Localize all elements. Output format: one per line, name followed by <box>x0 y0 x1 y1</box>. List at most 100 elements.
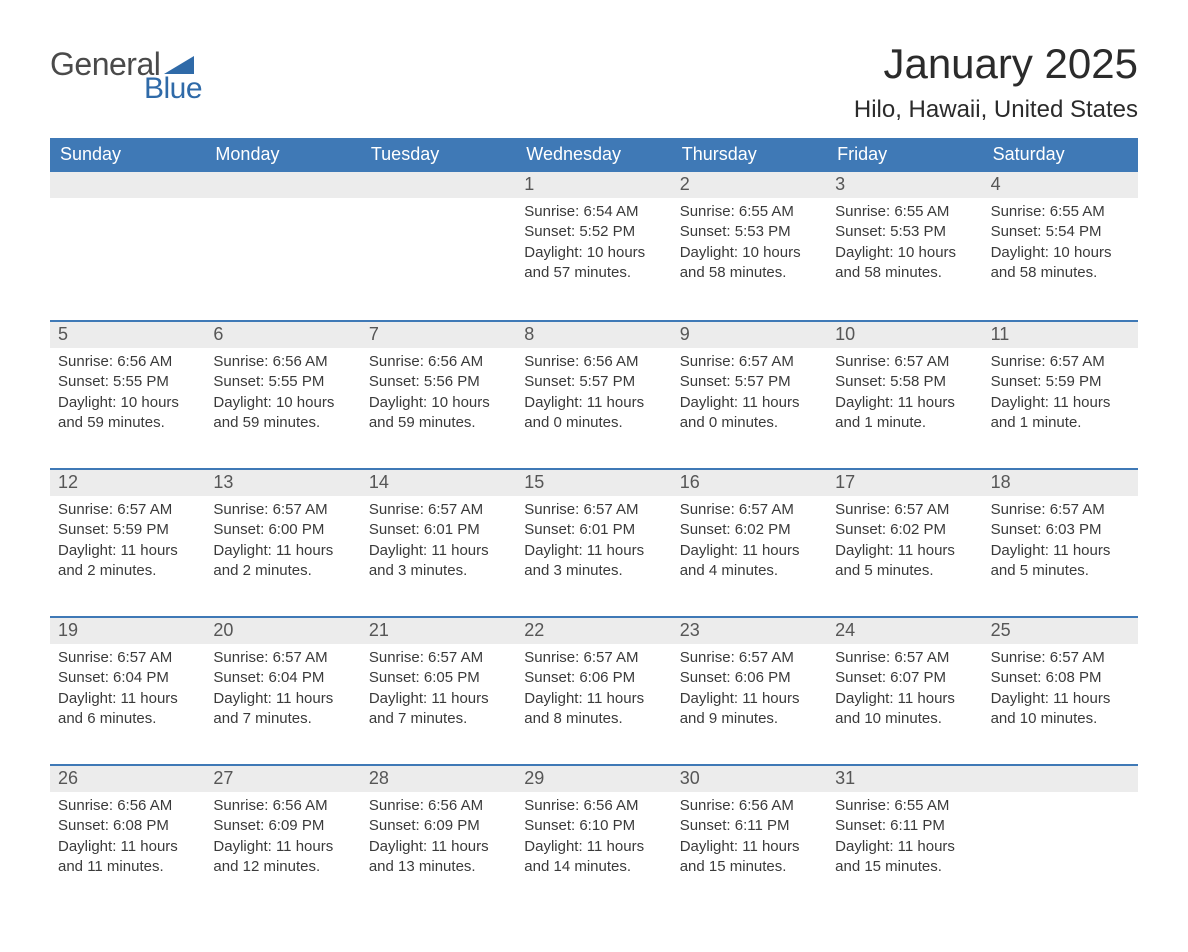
day-cell: 22Sunrise: 6:57 AMSunset: 6:06 PMDayligh… <box>516 618 671 764</box>
day-number: 28 <box>361 766 516 792</box>
sunset-line: Sunset: 6:08 PM <box>991 668 1130 688</box>
day-number: 15 <box>516 470 671 496</box>
daylight-line: Daylight: 11 hours and 4 minutes. <box>680 541 819 582</box>
daylight-line: Daylight: 11 hours and 5 minutes. <box>835 541 974 582</box>
sunset-line: Sunset: 6:08 PM <box>58 816 197 836</box>
flag-icon <box>164 52 194 74</box>
day-body: Sunrise: 6:56 AMSunset: 5:55 PMDaylight:… <box>205 348 360 449</box>
daylight-line: Daylight: 10 hours and 57 minutes. <box>524 243 663 284</box>
day-number: 14 <box>361 470 516 496</box>
daylight-line: Daylight: 11 hours and 10 minutes. <box>835 689 974 730</box>
sunrise-line: Sunrise: 6:55 AM <box>991 202 1130 222</box>
sunrise-line: Sunrise: 6:57 AM <box>369 500 508 520</box>
day-number <box>983 766 1138 792</box>
dow-row: SundayMondayTuesdayWednesdayThursdayFrid… <box>50 138 1138 172</box>
day-body: Sunrise: 6:57 AMSunset: 6:06 PMDaylight:… <box>672 644 827 745</box>
day-body: Sunrise: 6:57 AMSunset: 6:04 PMDaylight:… <box>205 644 360 745</box>
day-number: 3 <box>827 172 982 198</box>
day-cell <box>361 172 516 320</box>
day-body: Sunrise: 6:57 AMSunset: 6:04 PMDaylight:… <box>50 644 205 745</box>
day-body: Sunrise: 6:56 AMSunset: 5:56 PMDaylight:… <box>361 348 516 449</box>
day-cell: 23Sunrise: 6:57 AMSunset: 6:06 PMDayligh… <box>672 618 827 764</box>
daylight-line: Daylight: 11 hours and 14 minutes. <box>524 837 663 878</box>
sunset-line: Sunset: 5:58 PM <box>835 372 974 392</box>
daylight-line: Daylight: 11 hours and 3 minutes. <box>524 541 663 582</box>
daylight-line: Daylight: 10 hours and 58 minutes. <box>991 243 1130 284</box>
day-number: 23 <box>672 618 827 644</box>
day-cell <box>983 766 1138 912</box>
daylight-line: Daylight: 11 hours and 10 minutes. <box>991 689 1130 730</box>
day-number: 19 <box>50 618 205 644</box>
day-number: 1 <box>516 172 671 198</box>
sunrise-line: Sunrise: 6:56 AM <box>524 352 663 372</box>
logo-text-blue: Blue <box>144 72 202 106</box>
daylight-line: Daylight: 11 hours and 2 minutes. <box>58 541 197 582</box>
day-body: Sunrise: 6:57 AMSunset: 5:59 PMDaylight:… <box>50 496 205 597</box>
sunset-line: Sunset: 5:53 PM <box>680 222 819 242</box>
day-number: 11 <box>983 322 1138 348</box>
day-number: 8 <box>516 322 671 348</box>
daylight-line: Daylight: 10 hours and 59 minutes. <box>369 393 508 434</box>
sunrise-line: Sunrise: 6:56 AM <box>213 796 352 816</box>
day-body: Sunrise: 6:57 AMSunset: 6:01 PMDaylight:… <box>361 496 516 597</box>
sunrise-line: Sunrise: 6:56 AM <box>213 352 352 372</box>
day-body: Sunrise: 6:57 AMSunset: 6:03 PMDaylight:… <box>983 496 1138 597</box>
day-body: Sunrise: 6:57 AMSunset: 5:59 PMDaylight:… <box>983 348 1138 449</box>
day-body: Sunrise: 6:56 AMSunset: 6:09 PMDaylight:… <box>361 792 516 893</box>
dow-cell: Tuesday <box>361 138 516 172</box>
sunrise-line: Sunrise: 6:56 AM <box>524 796 663 816</box>
daylight-line: Daylight: 11 hours and 8 minutes. <box>524 689 663 730</box>
sunset-line: Sunset: 6:00 PM <box>213 520 352 540</box>
day-body: Sunrise: 6:57 AMSunset: 6:06 PMDaylight:… <box>516 644 671 745</box>
day-body: Sunrise: 6:55 AMSunset: 5:54 PMDaylight:… <box>983 198 1138 299</box>
sunset-line: Sunset: 6:11 PM <box>680 816 819 836</box>
sunrise-line: Sunrise: 6:54 AM <box>524 202 663 222</box>
day-cell: 14Sunrise: 6:57 AMSunset: 6:01 PMDayligh… <box>361 470 516 616</box>
day-body: Sunrise: 6:57 AMSunset: 5:57 PMDaylight:… <box>672 348 827 449</box>
day-cell: 21Sunrise: 6:57 AMSunset: 6:05 PMDayligh… <box>361 618 516 764</box>
week-row: 12Sunrise: 6:57 AMSunset: 5:59 PMDayligh… <box>50 468 1138 616</box>
day-number: 5 <box>50 322 205 348</box>
sunrise-line: Sunrise: 6:57 AM <box>213 648 352 668</box>
sunrise-line: Sunrise: 6:57 AM <box>991 352 1130 372</box>
sunrise-line: Sunrise: 6:57 AM <box>524 648 663 668</box>
day-cell: 4Sunrise: 6:55 AMSunset: 5:54 PMDaylight… <box>983 172 1138 320</box>
day-number: 22 <box>516 618 671 644</box>
month-title: January 2025 <box>854 40 1138 88</box>
sunset-line: Sunset: 6:06 PM <box>524 668 663 688</box>
day-cell: 25Sunrise: 6:57 AMSunset: 6:08 PMDayligh… <box>983 618 1138 764</box>
day-body: Sunrise: 6:55 AMSunset: 5:53 PMDaylight:… <box>672 198 827 299</box>
day-number: 16 <box>672 470 827 496</box>
sunrise-line: Sunrise: 6:55 AM <box>835 202 974 222</box>
sunrise-line: Sunrise: 6:57 AM <box>680 500 819 520</box>
daylight-line: Daylight: 11 hours and 7 minutes. <box>369 689 508 730</box>
sunrise-line: Sunrise: 6:56 AM <box>369 352 508 372</box>
sunset-line: Sunset: 6:04 PM <box>213 668 352 688</box>
day-cell: 15Sunrise: 6:57 AMSunset: 6:01 PMDayligh… <box>516 470 671 616</box>
day-body: Sunrise: 6:56 AMSunset: 6:10 PMDaylight:… <box>516 792 671 893</box>
sunrise-line: Sunrise: 6:55 AM <box>680 202 819 222</box>
sunset-line: Sunset: 5:57 PM <box>524 372 663 392</box>
sunrise-line: Sunrise: 6:57 AM <box>680 648 819 668</box>
day-cell: 6Sunrise: 6:56 AMSunset: 5:55 PMDaylight… <box>205 322 360 468</box>
day-number: 6 <box>205 322 360 348</box>
sunrise-line: Sunrise: 6:57 AM <box>58 500 197 520</box>
day-body: Sunrise: 6:55 AMSunset: 5:53 PMDaylight:… <box>827 198 982 299</box>
daylight-line: Daylight: 10 hours and 58 minutes. <box>680 243 819 284</box>
sunrise-line: Sunrise: 6:57 AM <box>213 500 352 520</box>
day-number <box>205 172 360 198</box>
day-cell: 2Sunrise: 6:55 AMSunset: 5:53 PMDaylight… <box>672 172 827 320</box>
day-number: 20 <box>205 618 360 644</box>
day-number: 13 <box>205 470 360 496</box>
sunset-line: Sunset: 6:04 PM <box>58 668 197 688</box>
dow-cell: Wednesday <box>516 138 671 172</box>
daylight-line: Daylight: 11 hours and 15 minutes. <box>680 837 819 878</box>
sunrise-line: Sunrise: 6:57 AM <box>680 352 819 372</box>
day-cell: 29Sunrise: 6:56 AMSunset: 6:10 PMDayligh… <box>516 766 671 912</box>
daylight-line: Daylight: 11 hours and 0 minutes. <box>680 393 819 434</box>
day-cell: 9Sunrise: 6:57 AMSunset: 5:57 PMDaylight… <box>672 322 827 468</box>
sunset-line: Sunset: 5:55 PM <box>213 372 352 392</box>
dow-cell: Saturday <box>983 138 1138 172</box>
day-number: 2 <box>672 172 827 198</box>
dow-cell: Sunday <box>50 138 205 172</box>
